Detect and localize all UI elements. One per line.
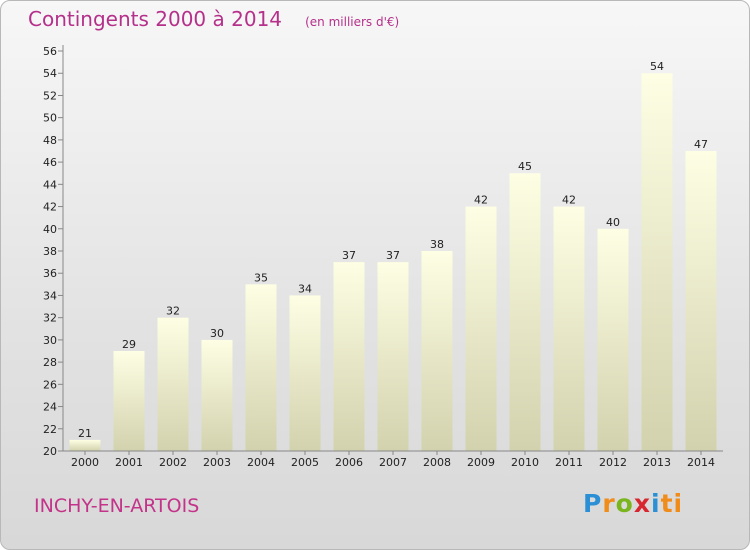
bar-value-label: 30	[210, 327, 224, 340]
x-tick-label: 2006	[335, 456, 363, 469]
x-tick-label: 2013	[643, 456, 671, 469]
y-axis: 20 22 24 26 28 30 32 34 36 38 40 42 44 46 48 50 52 54 56	[43, 45, 63, 458]
bar-value-label: 42	[562, 194, 576, 207]
x-tick-label: 2002	[159, 456, 187, 469]
y-tick-label: 54	[43, 67, 57, 80]
y-tick-label: 36	[43, 267, 57, 280]
bar-value-label: 21	[78, 427, 92, 440]
y-tick-label: 44	[43, 178, 57, 191]
y-tick-label: 48	[43, 134, 57, 147]
logo-letter: ti	[661, 489, 684, 518]
y-tick-label: 32	[43, 312, 57, 325]
bars: 21 29 32 30 35 34 37 37 38 42 45 42 40 54 47	[70, 60, 717, 451]
y-tick-label: 38	[43, 245, 57, 258]
y-tick-label: 56	[43, 45, 57, 58]
bar	[378, 262, 409, 451]
bar	[334, 262, 365, 451]
x-tick-label: 2012	[599, 456, 627, 469]
y-tick-label: 40	[43, 223, 57, 236]
y-tick-label: 50	[43, 112, 57, 125]
bar-chart: 20 22 24 26 28 30 32 34 36 38 40 42 44 46 48 50 52 54 56 2…	[1, 1, 750, 550]
y-tick-label: 20	[43, 445, 57, 458]
logo-letter: P	[583, 489, 602, 518]
bar	[686, 151, 717, 451]
logo-letter: r	[602, 489, 615, 518]
x-tick-label: 2011	[555, 456, 583, 469]
y-tick-label: 22	[43, 423, 57, 436]
x-tick-label: 2007	[379, 456, 407, 469]
bar-value-label: 42	[474, 194, 488, 207]
y-tick-label: 46	[43, 156, 57, 169]
x-tick-label: 2001	[115, 456, 143, 469]
bar	[114, 351, 145, 451]
y-tick-label: 42	[43, 201, 57, 214]
x-axis: 2000 2001 2002 2003 2004 2005 2006 2007 2008 2009…	[63, 451, 723, 469]
x-tick-label: 2014	[687, 456, 715, 469]
bar	[158, 318, 189, 451]
bar-value-label: 40	[606, 216, 620, 229]
x-tick-label: 2009	[467, 456, 495, 469]
x-tick-label: 2010	[511, 456, 539, 469]
bar	[246, 284, 277, 451]
bar-value-label: 35	[254, 271, 268, 284]
y-tick-label: 30	[43, 334, 57, 347]
x-tick-label: 2004	[247, 456, 275, 469]
bar	[598, 229, 629, 451]
bar-value-label: 37	[386, 249, 400, 262]
bar	[70, 440, 101, 451]
bar-value-label: 38	[430, 238, 444, 251]
bar-value-label: 32	[166, 305, 180, 318]
x-tick-label: 2000	[71, 456, 99, 469]
logo-letter: x	[634, 489, 651, 518]
y-tick-label: 24	[43, 401, 57, 414]
bar	[510, 173, 541, 451]
bar	[466, 207, 497, 451]
bar-value-label: 29	[122, 338, 136, 351]
bar	[290, 295, 321, 451]
bar-value-label: 54	[650, 60, 664, 73]
bar-value-label: 34	[298, 282, 312, 295]
proxiti-logo[interactable]: Proxiti	[583, 489, 683, 518]
chart-frame: Contingents 2000 à 2014 (en milliers d'€…	[0, 0, 750, 550]
bar	[642, 73, 673, 451]
y-tick-label: 34	[43, 289, 57, 302]
y-tick-label: 52	[43, 89, 57, 102]
logo-letter: o	[616, 489, 634, 518]
x-tick-label: 2005	[291, 456, 319, 469]
y-tick-label: 28	[43, 356, 57, 369]
x-tick-label: 2003	[203, 456, 231, 469]
bar-value-label: 37	[342, 249, 356, 262]
bar	[422, 251, 453, 451]
logo-letter: i	[651, 489, 661, 518]
bar-value-label: 47	[694, 138, 708, 151]
bar	[554, 207, 585, 451]
y-tick-label: 26	[43, 378, 57, 391]
bar-value-label: 45	[518, 160, 532, 173]
x-tick-label: 2008	[423, 456, 451, 469]
bar	[202, 340, 233, 451]
place-name: INCHY-EN-ARTOIS	[34, 495, 199, 517]
